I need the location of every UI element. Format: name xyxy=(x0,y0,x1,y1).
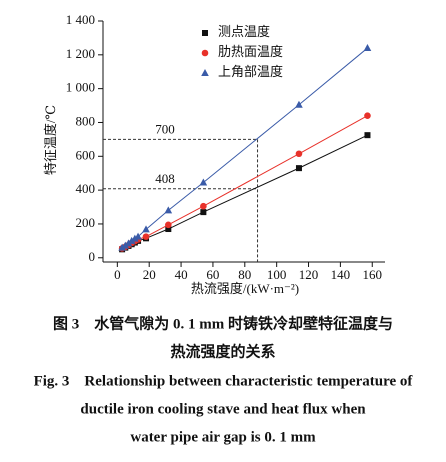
x-tick-label: 120 xyxy=(299,267,319,282)
series-line xyxy=(121,134,368,250)
x-axis-label: 热流强度/(kW·m⁻²) xyxy=(191,281,299,296)
point xyxy=(131,234,139,242)
point xyxy=(363,44,372,52)
point xyxy=(295,165,302,172)
point xyxy=(364,132,371,139)
x-tick-label: 80 xyxy=(238,267,251,282)
point xyxy=(199,178,208,186)
point xyxy=(201,49,209,57)
point xyxy=(165,226,172,233)
y-tick-label: 400 xyxy=(76,181,96,196)
x-tick-label: 160 xyxy=(363,267,383,282)
point xyxy=(200,209,207,216)
x-tick-label: 20 xyxy=(143,267,156,282)
y-tick-label: 600 xyxy=(76,147,96,162)
point xyxy=(121,241,130,249)
legend-label: 肋热面温度 xyxy=(218,44,283,59)
x-tick-label: 60 xyxy=(206,267,219,282)
point xyxy=(127,236,136,244)
legend-label: 测点温度 xyxy=(218,24,270,39)
x-tick-label: 40 xyxy=(175,267,188,282)
caption-zh: 图 3 水管气隙为 0. 1 mm 时铸铁冷却壁特征温度与 xyxy=(53,314,393,332)
y-tick-label: 1 400 xyxy=(66,12,95,27)
y-tick-label: 0 xyxy=(89,249,96,264)
legend-label: 上角部温度 xyxy=(218,64,283,79)
y-tick-label: 1 200 xyxy=(66,46,95,61)
caption-en: Fig. 3 Relationship between characterist… xyxy=(34,373,414,389)
y-tick-label: 800 xyxy=(76,113,96,128)
ref-label: 700 xyxy=(155,121,175,136)
caption-en: water pipe air gap is 0. 1 mm xyxy=(130,429,316,445)
y-tick-label: 1 000 xyxy=(66,80,95,95)
point xyxy=(142,225,150,233)
point xyxy=(201,69,209,76)
y-tick-label: 200 xyxy=(76,215,96,230)
caption-zh: 热流强度的关系 xyxy=(170,342,275,360)
y-axis-label: 特征温度/℃ xyxy=(43,105,58,175)
point xyxy=(364,112,371,120)
point xyxy=(202,30,208,36)
x-tick-label: 0 xyxy=(114,267,121,282)
point xyxy=(295,100,303,108)
point xyxy=(200,202,207,210)
point xyxy=(164,206,173,214)
point xyxy=(165,221,172,229)
x-tick-label: 140 xyxy=(331,267,351,282)
ref-label: 408 xyxy=(155,171,175,186)
caption-en: ductile iron cooling stave and heat flux… xyxy=(80,401,366,417)
point xyxy=(118,243,126,251)
point xyxy=(142,233,150,240)
point xyxy=(295,150,303,158)
point xyxy=(134,232,142,240)
x-tick-label: 100 xyxy=(267,267,287,282)
